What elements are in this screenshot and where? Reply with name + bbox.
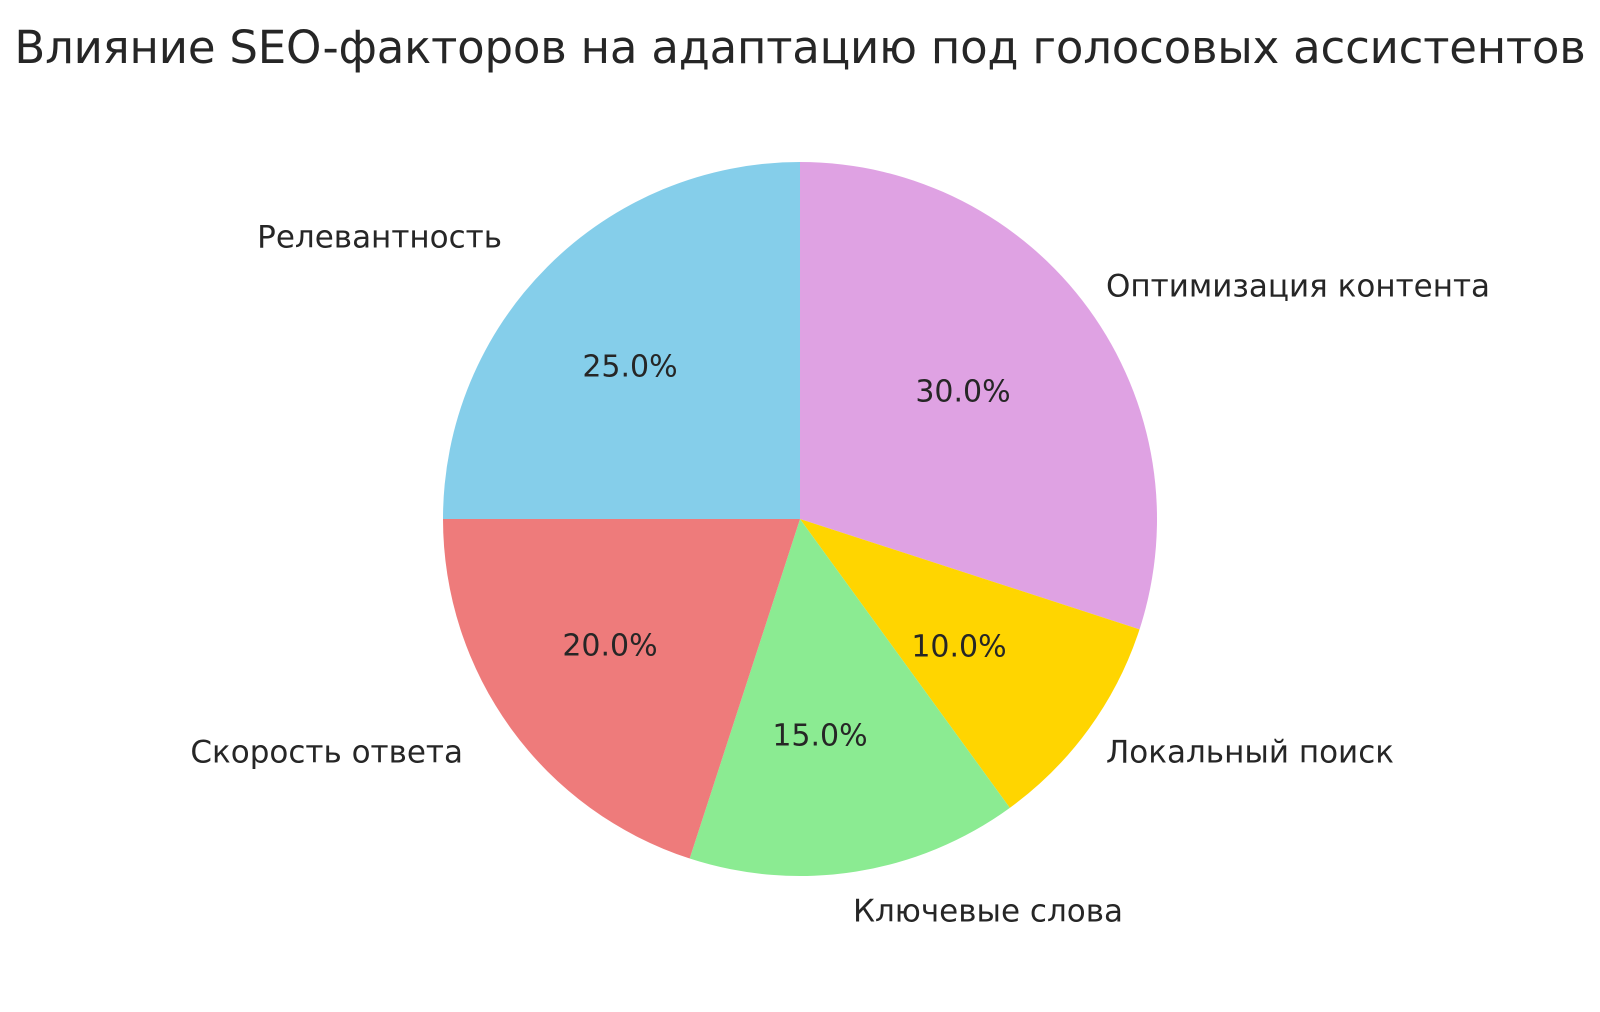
- pie-slice-percent-label: 25.0%: [582, 350, 677, 385]
- pie-slice-category-label: Ключевые слова: [853, 894, 1123, 930]
- pie-slice-percent-label: 20.0%: [562, 629, 657, 664]
- pie-slice[interactable]: [800, 162, 1158, 630]
- pie-slice-category-label: Локальный поиск: [1106, 735, 1394, 771]
- pie-slice-category-label: Оптимизация контента: [1106, 269, 1490, 305]
- pie-slice[interactable]: [443, 519, 800, 859]
- pie-slice[interactable]: [443, 162, 800, 519]
- pie-slice-category-label: Релевантность: [257, 220, 502, 256]
- chart-title: Влияние SEO-факторов на адаптацию под го…: [14, 21, 1586, 74]
- pie-slice-percent-label: 15.0%: [772, 719, 867, 754]
- pie-category-label-layer: Оптимизация контента Локальный поиск Ключе…: [190, 220, 1490, 930]
- pie-slice[interactable]: [689, 519, 1010, 877]
- pie-slice-layer: [443, 162, 1158, 877]
- pie-slice-percent-label: 10.0%: [911, 630, 1006, 665]
- pie-slice[interactable]: [800, 519, 1140, 808]
- pie-percent-label-layer: 30.0% 10.0% 15.0% 20.0% 25.0%: [562, 350, 1010, 754]
- pie-slice-category-label: Скорость ответа: [190, 735, 463, 771]
- pie-slice-percent-label: 30.0%: [915, 375, 1010, 410]
